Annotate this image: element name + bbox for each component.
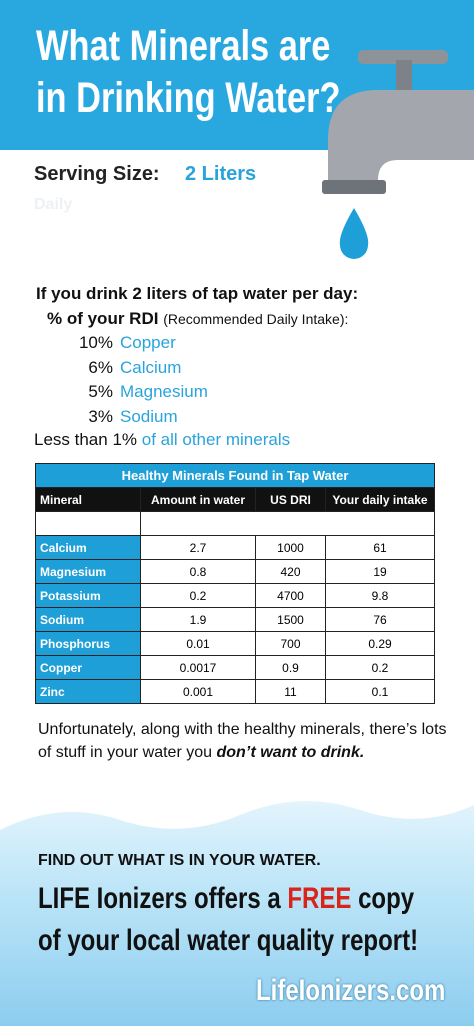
- mineral-name: Copper: [35, 655, 141, 680]
- serving-label: Serving Size:: [34, 163, 160, 185]
- other-pct: Less than 1%: [34, 430, 138, 449]
- table-row: Zinc 0.001 11 0.1: [35, 679, 435, 704]
- cell: 2.7: [140, 535, 256, 560]
- rdi-mineral: Sodium: [120, 406, 178, 426]
- website: LifeIonizers.com: [256, 974, 446, 1007]
- mineral-name: Sodium: [35, 607, 141, 632]
- cell: 700: [255, 631, 326, 656]
- intro: If you drink 2 liters of tap water per d…: [36, 284, 359, 303]
- cell: 4700: [255, 583, 326, 608]
- cta-line: of your local water quality report!: [38, 924, 419, 957]
- rdi-pct: 10%: [78, 333, 113, 352]
- cta-text: LIFE Ionizers offers a: [38, 882, 288, 915]
- table-row: Copper 0.0017 0.9 0.2: [35, 655, 435, 680]
- water-background: [0, 790, 474, 1026]
- table-row: Potassium 0.2 4700 9.8: [35, 583, 435, 608]
- rdi-note: (Recommended Daily Intake):: [163, 311, 349, 327]
- faint-text: Daily: [34, 196, 73, 213]
- column-header: Amount in water: [140, 487, 256, 512]
- table-row: Sodium 1.9 1500 76: [35, 607, 435, 632]
- cell: 0.2: [325, 655, 435, 680]
- mineral-name: Calcium: [35, 535, 141, 560]
- header-row: Mineral Amount in water US DRI Your daily i…: [35, 487, 435, 512]
- cell: 0.001: [140, 679, 256, 704]
- rdi-line: % of your RDI (Recommended Daily Intake)…: [47, 309, 348, 329]
- title-line: in Drinking Water?: [36, 74, 341, 122]
- cta-heading: FIND OUT WHAT IS IN YOUR WATER.: [38, 852, 321, 869]
- cell: 0.8: [140, 559, 256, 584]
- cell: 11: [255, 679, 326, 704]
- cell: 19: [325, 559, 435, 584]
- mineral-name: Potassium: [35, 583, 141, 608]
- rdi-mineral: Calcium: [120, 357, 182, 377]
- cell: 0.0017: [140, 655, 256, 680]
- closing-text: Unfortunately, along with the healthy mi…: [38, 721, 447, 761]
- empty-cell: [35, 511, 141, 536]
- cell: 0.1: [325, 679, 435, 704]
- table-row: Phosphorus 0.01 700 0.29: [35, 631, 435, 656]
- table-row: Calcium 2.7 1000 61: [35, 535, 435, 560]
- cell: 0.9: [255, 655, 326, 680]
- title-line: What Minerals are: [36, 22, 331, 70]
- cta-line: LIFE Ionizers offers a FREE copy: [38, 882, 414, 916]
- cell: 61: [325, 535, 435, 560]
- wave: [0, 790, 474, 830]
- serving-value: 2 Liters: [185, 163, 257, 185]
- cta-text: copy: [351, 882, 415, 915]
- cell: 0.2: [140, 583, 256, 608]
- closing: Unfortunately, along with the healthy mi…: [38, 718, 448, 764]
- empty-row: [35, 511, 435, 536]
- mineral-name: Zinc: [35, 679, 141, 704]
- faucet-icon: [322, 50, 474, 259]
- cell: 76: [325, 607, 435, 632]
- column-header: US DRI: [255, 487, 326, 512]
- cell: 0.01: [140, 631, 256, 656]
- mineral-name: Phosphorus: [35, 631, 141, 656]
- cell: 9.8: [325, 583, 435, 608]
- other-line: Less than 1% of all other minerals: [34, 430, 290, 450]
- column-header: Your daily intake: [325, 487, 435, 512]
- closing-emph: don’t want to drink.: [216, 744, 365, 761]
- mineral-name: Magnesium: [35, 559, 141, 584]
- table-title: Healthy Minerals Found in Tap Water: [35, 463, 435, 488]
- cell: 0.29: [325, 631, 435, 656]
- rdi-label: % of your RDI: [47, 309, 159, 328]
- empty-cell: [140, 511, 435, 536]
- rdi-pct: 6%: [88, 357, 113, 377]
- rdi-pct: 3%: [88, 406, 113, 426]
- column-header: Mineral: [35, 487, 141, 512]
- cell: 420: [255, 559, 326, 584]
- rdi-mineral: Magnesium: [120, 382, 208, 401]
- cta-free: FREE: [287, 882, 352, 915]
- minerals-table: Healthy Minerals Found in Tap Water Miner…: [35, 463, 435, 704]
- cell: 1000: [255, 535, 326, 560]
- table-row: Magnesium 0.8 420 19: [35, 559, 435, 584]
- rdi-pct: 5%: [88, 382, 113, 401]
- cell: 1.9: [140, 607, 256, 632]
- rdi-mineral: Copper: [120, 333, 176, 352]
- table-title-row: Healthy Minerals Found in Tap Water: [35, 463, 435, 488]
- cell: 1500: [255, 607, 326, 632]
- other-text: of all other minerals: [141, 430, 291, 449]
